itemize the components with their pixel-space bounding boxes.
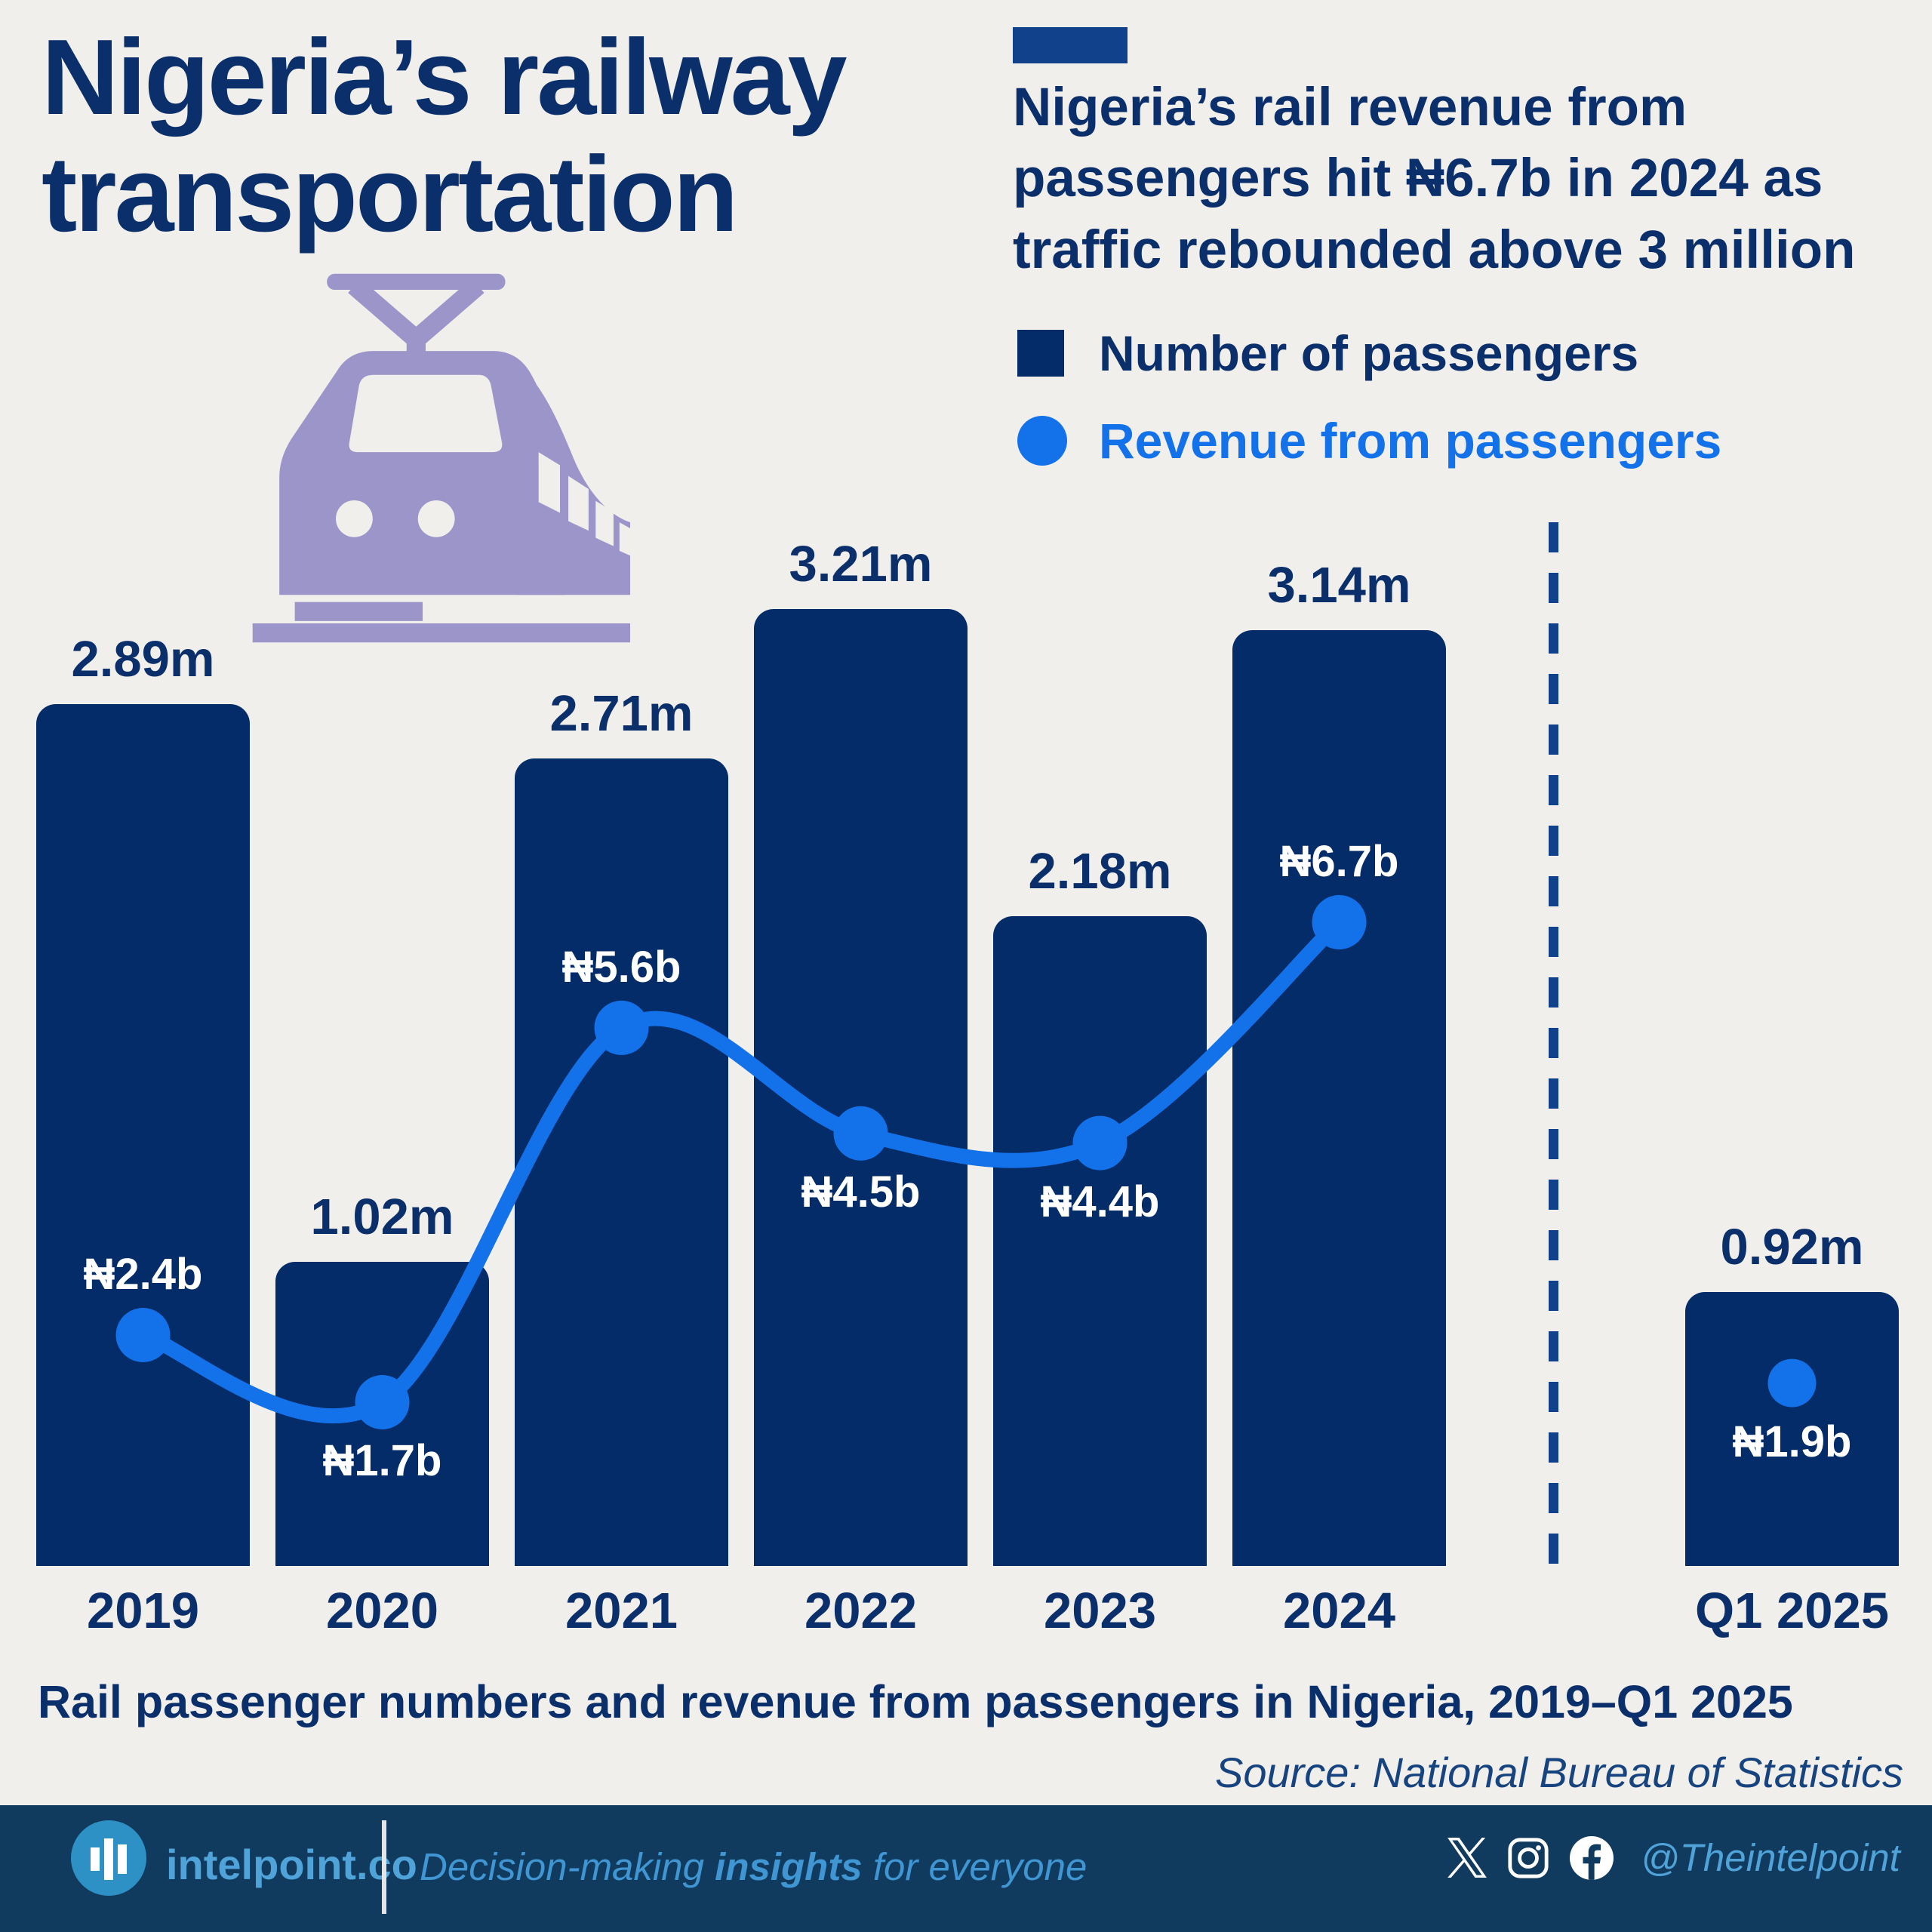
subtitle-line1: Nigeria’s rail revenue from — [1013, 78, 1687, 137]
bar-2020 — [275, 1262, 489, 1566]
bar-Q1 2025 — [1685, 1292, 1899, 1566]
revenue-label-2022: ₦4.5b — [801, 1167, 921, 1217]
axis-label-2022: 2022 — [804, 1583, 918, 1639]
subtitle: Nigeria’s rail revenue from passengers h… — [1013, 72, 1855, 286]
passengers-label-2022: 3.21m — [789, 536, 933, 592]
passengers-label-2021: 2.71m — [549, 685, 694, 742]
bar-2021 — [515, 758, 728, 1566]
revenue-label-2021: ₦5.6b — [561, 942, 681, 992]
revenue-label-Q1 2025: ₦1.9b — [1732, 1417, 1852, 1466]
axis-label-Q1 2025: Q1 2025 — [1694, 1583, 1890, 1639]
bar-2023 — [993, 916, 1207, 1566]
revenue-label-2024: ₦6.7b — [1279, 837, 1399, 886]
revenue-label-2023: ₦4.4b — [1040, 1177, 1160, 1226]
clipped-year-label: 2025 — [1503, 1617, 1715, 1626]
brand-name: intelpoint.co — [166, 1841, 417, 1888]
bar-2019 — [36, 704, 250, 1566]
period-separator-dashed-line — [1549, 522, 1558, 1566]
intelpoint-logo-icon — [71, 1820, 146, 1896]
bar-2024 — [1232, 630, 1446, 1566]
footer-divider — [382, 1820, 386, 1914]
revenue-label-2019: ₦2.4b — [83, 1249, 203, 1299]
legend-label-passengers: Number of passengers — [1099, 325, 1639, 381]
bar-2022 — [754, 609, 968, 1566]
axis-label-2024: 2024 — [1282, 1583, 1396, 1639]
tagline-post: for everyone — [862, 1845, 1088, 1888]
legend-item-revenue: Revenue from passengers — [1017, 412, 1721, 469]
subtitle-accent-bar — [1013, 27, 1128, 63]
legend: Number of passengers Revenue from passen… — [1017, 325, 1721, 500]
x-logo-icon — [1447, 1838, 1487, 1878]
axis-label-2019: 2019 — [86, 1583, 200, 1639]
passengers-label-2023: 2.18m — [1028, 843, 1172, 900]
revenue-swatch-icon — [1017, 416, 1067, 466]
axis-label-2020: 2020 — [325, 1583, 439, 1639]
social-handle: @Theintelpoint — [1641, 1836, 1900, 1879]
footer-social: @Theintelpoint — [1447, 1835, 1900, 1880]
passengers-label-2019: 2.89m — [71, 631, 215, 688]
subtitle-line2: passengers hit ₦6.7b in 2024 as — [1013, 149, 1823, 209]
axis-label-2023: 2023 — [1043, 1583, 1157, 1639]
footer-tagline: Decision-making insights for everyone — [420, 1844, 1087, 1889]
axis-label-2021: 2021 — [565, 1583, 678, 1639]
subtitle-line3: traffic rebounded above 3 million — [1013, 220, 1856, 280]
page-title-line1: Nigeria’s railway — [42, 17, 848, 137]
instagram-icon — [1506, 1836, 1550, 1880]
legend-item-passengers: Number of passengers — [1017, 325, 1721, 382]
facebook-icon — [1570, 1835, 1614, 1880]
train-icon — [238, 273, 630, 647]
passengers-label-Q1 2025: 0.92m — [1720, 1219, 1864, 1275]
chart-caption: Rail passenger numbers and revenue from … — [38, 1676, 1793, 1727]
passengers-label-2020: 1.02m — [310, 1189, 454, 1245]
tagline-bold: insights — [715, 1845, 863, 1888]
footer: intelpoint.co Decision-making insights f… — [0, 1805, 1932, 1932]
passengers-swatch-icon — [1017, 330, 1064, 377]
tagline-pre: Decision-making — [420, 1845, 715, 1888]
revenue-label-2020: ₦1.7b — [322, 1436, 442, 1485]
passengers-label-2024: 3.14m — [1267, 557, 1411, 614]
source-note: Source: National Bureau of Statistics — [1214, 1749, 1903, 1796]
page-title-line2: transportation — [42, 134, 738, 254]
legend-label-revenue: Revenue from passengers — [1099, 413, 1722, 469]
page-title: Nigeria’s railway transportation — [42, 17, 848, 254]
